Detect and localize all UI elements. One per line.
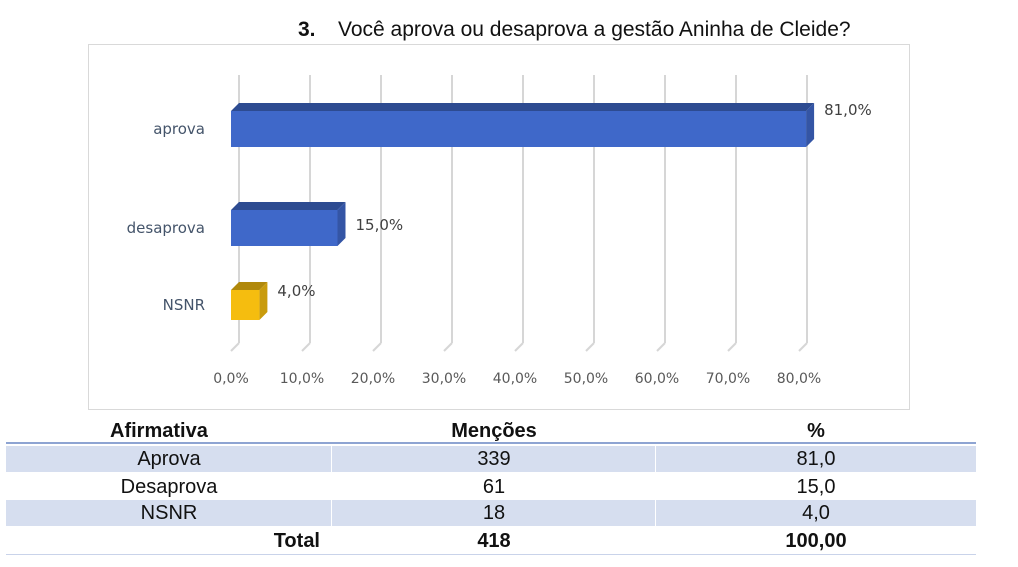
table-header-row: Afirmativa Menções % [6,418,976,444]
bar-side-face [337,202,346,246]
gridline-floor [585,342,595,352]
table-bottom-line [6,554,976,555]
gridline-floor [727,342,737,352]
bar [231,210,338,246]
chart-canvas: 0,0% 10,0% 20,0% 30,0% 40,0% 50,0% 60,0% 70,0% 8… [127,75,872,387]
gridline-floor [798,342,808,352]
bar [231,290,260,320]
bar-side-face [259,282,268,320]
x-tick-label: 50,0% [564,371,608,387]
bar-top-face [231,103,815,111]
question-number: 3. [298,18,316,41]
x-tick-label: 20,0% [351,371,395,387]
data-label: 81,0% [824,101,872,119]
row-label: Aprova [137,448,201,470]
gridline-floor [372,342,382,352]
gridline-floor [443,342,453,352]
x-tick-label: 70,0% [706,371,750,387]
total-count: 418 [477,530,511,552]
bar-chart: 0,0% 10,0% 20,0% 30,0% 40,0% 50,0% 60,0% 70,0% 8… [88,44,910,410]
table-row: Aprova 339 81,0 [6,446,976,472]
total-percent: 100,00 [785,530,847,552]
x-tick-label: 80,0% [777,371,821,387]
question-text: Você aprova ou desaprova a gestão Aninha… [338,18,851,41]
x-tick-label: 0,0% [213,371,249,387]
table-total-row: Total 418 100,00 [6,528,976,554]
table-row: Desaprova 61 15,0 [6,474,976,500]
gridline-floor [230,342,240,352]
row-percent: 4,0 [802,502,830,524]
header-percent: % [807,420,825,442]
row-count: 18 [482,502,506,524]
category-label: desaprova [127,219,205,237]
row-count: 339 [477,448,511,470]
row-label: NSNR [140,502,198,524]
bar-side-face [806,103,815,147]
bar-top-face [231,202,346,210]
row-percent: 81,0 [796,448,836,470]
results-table: Afirmativa Menções % Aprova 339 81,0 Des… [6,418,976,558]
row-label: Desaprova [120,476,218,498]
table-row: NSNR 18 4,0 [6,500,976,526]
gridline-floor [514,342,524,352]
data-label: 15,0% [356,216,404,234]
row-count: 61 [482,476,506,498]
x-tick-label: 40,0% [493,371,537,387]
category-label: NSNR [163,296,205,314]
gridline-floor [301,342,311,352]
data-label: 4,0% [277,282,315,300]
header-afirmativa: Afirmativa [110,420,208,442]
x-tick-label: 10,0% [280,371,324,387]
row-percent: 15,0 [796,476,836,498]
header-divider [6,442,976,444]
x-tick-label: 30,0% [422,371,466,387]
bar [231,111,807,147]
gridline-floor [656,342,666,352]
total-label: Total [273,530,320,552]
question-title: 3. Você aprova ou desaprova a gestão Ani… [0,10,1018,50]
header-mencoes: Menções [451,420,537,442]
x-tick-label: 60,0% [635,371,679,387]
bar-top-face [231,282,268,290]
category-label: aprova [153,120,205,138]
